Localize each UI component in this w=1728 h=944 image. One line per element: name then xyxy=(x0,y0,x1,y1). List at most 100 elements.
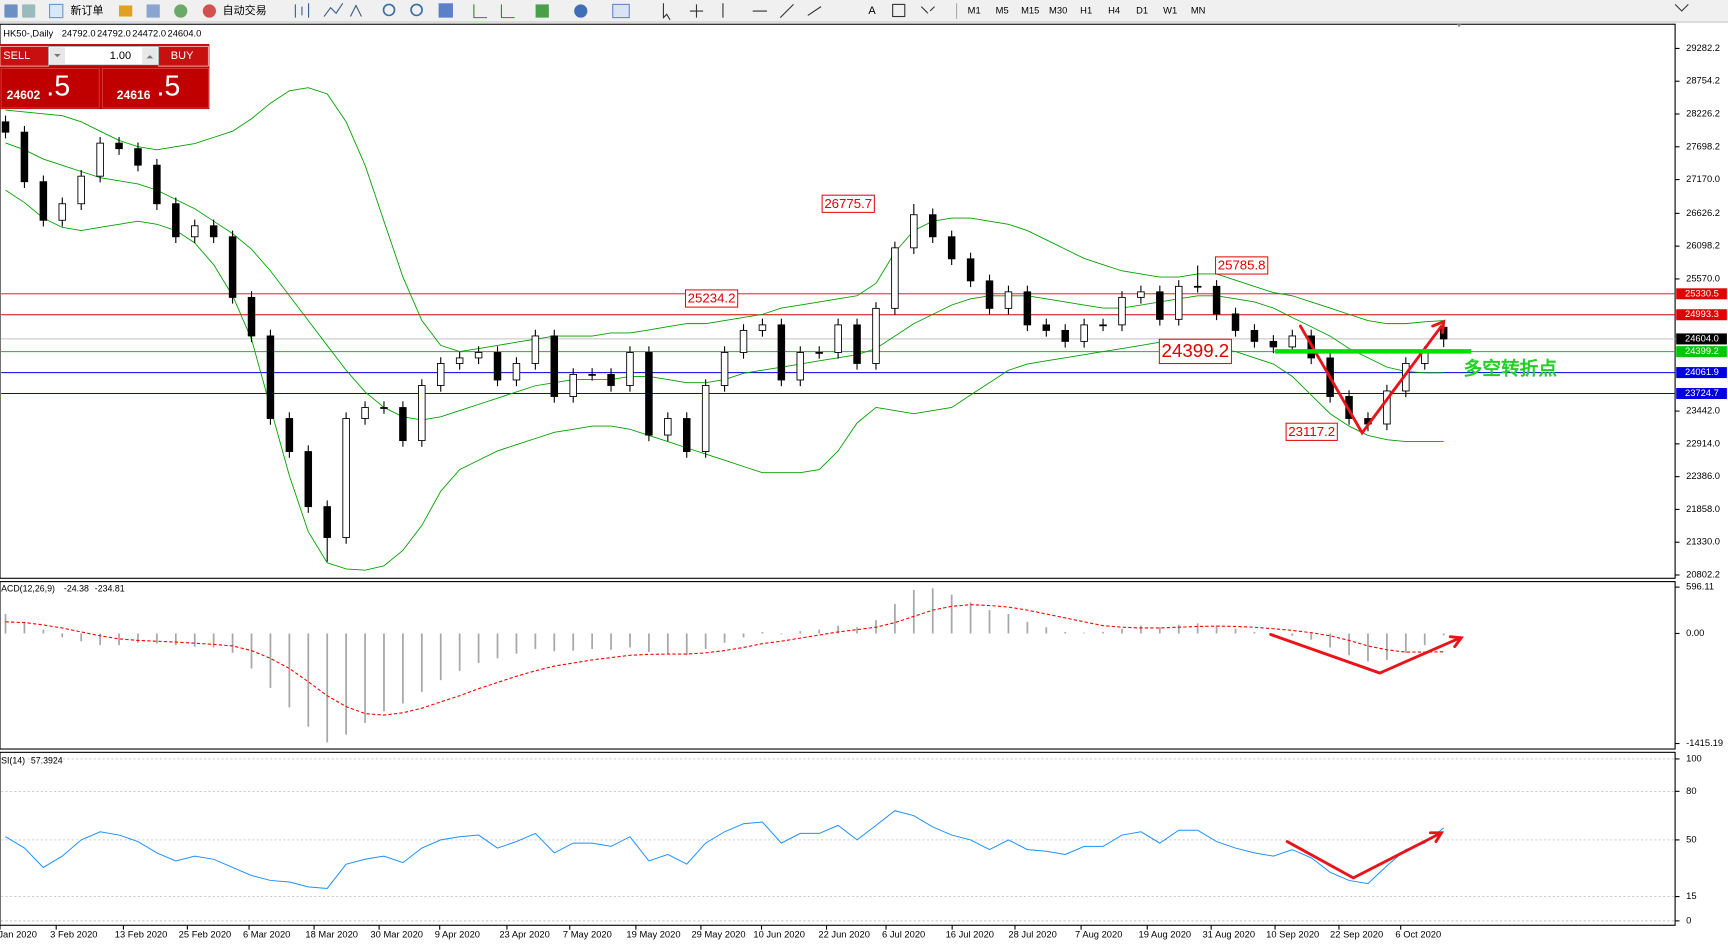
annotation-note: 多空转折点 xyxy=(1464,358,1558,379)
lots-value[interactable]: 1.00 xyxy=(110,50,131,62)
candle-body xyxy=(966,258,975,282)
icon[interactable] xyxy=(146,4,160,18)
candle-body xyxy=(1042,324,1051,331)
icon[interactable] xyxy=(174,4,188,18)
candle-body xyxy=(342,418,350,538)
buy-label[interactable]: BUY xyxy=(171,50,194,62)
ohlc-value: 24604.0 xyxy=(168,29,202,39)
new-order-button[interactable]: 新订单 xyxy=(71,3,104,17)
icon[interactable] xyxy=(410,3,423,17)
sell-price-box[interactable] xyxy=(0,67,100,109)
level-tag-label: 25330.5 xyxy=(1685,288,1719,298)
rsi-value: 57.3924 xyxy=(31,755,63,765)
timeframe-button[interactable]: D1 xyxy=(1136,5,1148,15)
candle-body xyxy=(172,203,180,238)
candle-body xyxy=(550,335,559,397)
x-tick-label: 29 May 2020 xyxy=(691,930,745,940)
candle-body xyxy=(720,352,729,386)
level-tag-label: 24993.3 xyxy=(1685,309,1719,319)
icon[interactable] xyxy=(535,4,549,18)
icon[interactable] xyxy=(574,4,588,18)
level-tag xyxy=(1676,346,1727,358)
auto-trade-button[interactable]: 自动交易 xyxy=(223,3,267,17)
candle-body xyxy=(701,385,710,453)
candle-body xyxy=(929,214,937,238)
timeframe-button[interactable]: H1 xyxy=(1080,5,1092,15)
sell-label[interactable]: SELL xyxy=(3,50,30,62)
candle-body xyxy=(1004,291,1013,309)
x-tick-label: 19 May 2020 xyxy=(626,930,680,940)
icon[interactable] xyxy=(49,3,64,19)
level-tag xyxy=(1676,367,1727,379)
timeframe-button[interactable]: M1 xyxy=(968,5,981,15)
lots-input[interactable] xyxy=(48,45,160,66)
candle-body xyxy=(815,352,823,354)
candle-body xyxy=(1193,285,1202,288)
icon[interactable] xyxy=(294,2,362,18)
candle-body xyxy=(474,352,483,359)
timeframe-button[interactable]: M5 xyxy=(996,5,1009,15)
price-panel xyxy=(0,23,1676,579)
x-tick-label: 6 Mar 2020 xyxy=(243,930,290,940)
candle-body xyxy=(947,236,956,260)
timeframe-button[interactable]: W1 xyxy=(1163,5,1177,15)
candle-body xyxy=(1061,329,1069,342)
icon[interactable] xyxy=(438,3,453,18)
drawn-arrows xyxy=(1269,319,1464,880)
candle-body xyxy=(436,363,445,386)
timeframe-button[interactable]: H4 xyxy=(1108,5,1120,15)
candle-body xyxy=(1421,352,1429,364)
buy-price-box[interactable] xyxy=(102,67,209,109)
candle-body xyxy=(285,418,294,453)
level-tag xyxy=(1676,309,1727,321)
icon[interactable] xyxy=(473,4,515,19)
level-tag-label: 24399.2 xyxy=(1685,346,1719,356)
timeframe-bar: M1 M5 M15 M30 H1 H4 D1 W1 MN xyxy=(956,3,1206,19)
arrow-rsi xyxy=(1285,831,1443,880)
icon[interactable] xyxy=(612,3,630,19)
ohlc-value: 24472.0 xyxy=(132,29,166,39)
icon[interactable] xyxy=(202,4,216,18)
candle-body xyxy=(777,324,786,381)
x-tick-label: 19 Aug 2020 xyxy=(1139,930,1192,940)
ask-main: 24616 xyxy=(117,88,151,102)
macd-signal xyxy=(5,604,1444,716)
icon[interactable] xyxy=(119,5,133,17)
level-tag-label: 23724.7 xyxy=(1685,388,1719,398)
icon[interactable] xyxy=(22,4,36,18)
icon[interactable] xyxy=(892,3,906,18)
icon[interactable]: A xyxy=(868,5,876,17)
candle-body xyxy=(853,324,861,364)
bid-fraction: .5 xyxy=(46,71,70,103)
icon[interactable] xyxy=(4,4,18,18)
candle-body xyxy=(758,324,767,331)
icon[interactable] xyxy=(382,3,396,17)
rsi-tick-label: 0 xyxy=(1686,915,1691,925)
rsi-line xyxy=(5,810,1444,890)
arrow-head xyxy=(1431,319,1446,335)
trade-panel: SELL BUY 1.00 24602 .5 24616 .5 xyxy=(0,44,210,110)
timeframe-button[interactable]: MN xyxy=(1191,5,1206,15)
icon[interactable] xyxy=(662,3,822,21)
candle-body xyxy=(361,407,369,419)
x-tick-label: 18 Mar 2020 xyxy=(305,930,358,940)
y-tick-label: 21858.0 xyxy=(1686,504,1720,514)
x-tick-label: 25 Feb 2020 xyxy=(179,930,232,940)
annotation-box xyxy=(821,194,875,213)
timeframe-button[interactable]: M30 xyxy=(1049,5,1067,15)
candle-body xyxy=(910,214,918,249)
candle-body xyxy=(1080,324,1088,342)
level-tag xyxy=(1676,388,1727,400)
arrow-macd xyxy=(1269,633,1462,675)
y-tick-label: 26626.2 xyxy=(1686,208,1720,218)
x-tick-label: 6 Oct 2020 xyxy=(1395,930,1441,940)
macd-value: -24.38 xyxy=(64,584,89,594)
price-annotation: 25234.2 xyxy=(688,291,736,306)
candle-body xyxy=(134,148,142,166)
ohlc-value: 24792.0 xyxy=(97,29,131,39)
x-tick-label: 10 Jun 2020 xyxy=(753,930,805,940)
timeframe-button[interactable]: M15 xyxy=(1021,5,1039,15)
x-tick-label: 9 Apr 2020 xyxy=(435,930,480,940)
icon[interactable] xyxy=(920,4,1689,14)
